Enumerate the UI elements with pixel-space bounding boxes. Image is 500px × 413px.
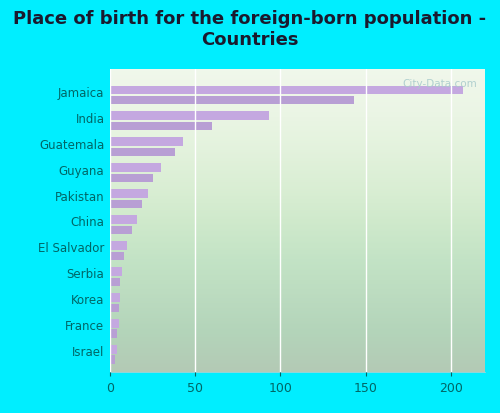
Bar	[110, 356, 115, 364]
Bar	[110, 97, 354, 105]
Text: Place of birth for the foreign-born population -
Countries: Place of birth for the foreign-born popu…	[14, 10, 486, 49]
Bar	[110, 278, 120, 287]
Bar	[110, 294, 120, 302]
Bar	[110, 174, 152, 183]
Bar	[110, 122, 212, 131]
Bar	[110, 320, 118, 328]
Bar	[110, 345, 117, 354]
Bar	[110, 200, 142, 209]
Bar	[110, 242, 127, 250]
Bar	[110, 330, 117, 338]
Bar	[110, 138, 184, 147]
Text: City-Data.com: City-Data.com	[403, 79, 477, 89]
Bar	[110, 304, 118, 312]
Bar	[110, 226, 132, 235]
Bar	[110, 86, 463, 95]
Bar	[110, 148, 175, 157]
Bar	[110, 216, 138, 225]
Bar	[110, 164, 161, 173]
Bar	[110, 268, 122, 276]
Bar	[110, 112, 268, 121]
Bar	[110, 252, 124, 261]
Bar	[110, 190, 148, 199]
